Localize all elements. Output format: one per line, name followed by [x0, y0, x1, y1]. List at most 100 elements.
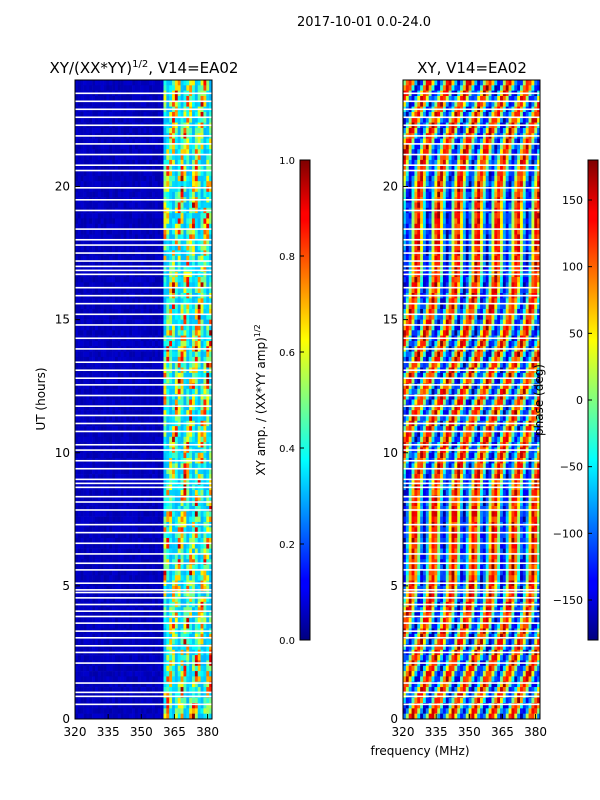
heatmap-cell	[89, 255, 93, 262]
heatmap-cell	[75, 559, 79, 565]
heatmap-cell	[146, 404, 150, 411]
heatmap-cell	[174, 426, 179, 432]
heatmap-cell	[146, 569, 150, 576]
heatmap-cell	[126, 95, 130, 102]
heatmap-cell	[75, 548, 79, 555]
heatmap-cell	[137, 516, 141, 523]
heatmap-cell	[80, 612, 84, 619]
heatmap-cell	[177, 191, 181, 198]
heatmap-cell	[97, 431, 101, 438]
heatmap-cell	[180, 234, 184, 241]
heatmap-cell	[197, 415, 201, 422]
heatmap-cell	[143, 415, 147, 422]
heatmap-cell	[92, 85, 96, 91]
heatmap-cell	[80, 287, 84, 294]
heatmap-cell	[97, 559, 101, 565]
heatmap-cell	[114, 623, 119, 629]
heatmap-cell	[117, 186, 121, 193]
heatmap-cell	[186, 511, 190, 517]
heatmap-cell	[112, 516, 116, 523]
heatmap-cell	[152, 356, 156, 363]
heatmap-cell	[172, 117, 176, 123]
heatmap-cell	[117, 463, 121, 470]
heatmap-cell	[89, 319, 93, 326]
heatmap-cell	[189, 490, 193, 496]
heatmap-cell	[152, 575, 156, 581]
heatmap-cell	[75, 154, 79, 161]
heatmap-cell	[83, 191, 87, 198]
heatmap-cell	[172, 175, 176, 182]
heatmap-cell	[126, 463, 130, 470]
heatmap-cell	[86, 607, 90, 613]
heatmap-cell	[183, 223, 187, 230]
heatmap-cell	[163, 287, 167, 294]
heatmap-cell	[189, 340, 193, 347]
heatmap-cell	[103, 388, 107, 395]
heatmap-cell	[149, 303, 153, 310]
heatmap-cell	[163, 394, 167, 400]
heatmap-cell	[163, 506, 167, 512]
heatmap-cell	[126, 543, 130, 549]
heatmap-cell	[123, 191, 127, 198]
heatmap-cell	[77, 138, 81, 145]
heatmap-cell	[123, 261, 127, 267]
heatmap-cell	[114, 340, 119, 347]
heatmap-cell	[172, 245, 176, 251]
heatmap-cell	[132, 213, 136, 219]
heatmap-cell	[120, 596, 124, 603]
heatmap-cell	[197, 255, 201, 262]
heatmap-cell	[80, 490, 84, 496]
heatmap-cell	[166, 117, 170, 123]
heatmap-cell	[89, 138, 93, 145]
heatmap-cell	[132, 575, 136, 581]
heatmap-cell	[197, 282, 201, 288]
heatmap-cell	[97, 340, 101, 347]
heatmap-cell	[180, 559, 184, 565]
heatmap-cell	[89, 575, 93, 581]
heatmap-cell	[132, 559, 136, 565]
heatmap-cell	[97, 175, 101, 182]
heatmap-cell	[172, 426, 176, 432]
heatmap-cell	[209, 569, 213, 576]
heatmap-cell	[160, 255, 164, 262]
heatmap-cell	[77, 527, 81, 533]
heatmap-cell	[186, 218, 190, 225]
heatmap-cell	[194, 314, 199, 320]
heatmap-cell	[132, 543, 136, 549]
heatmap-cell	[97, 607, 101, 613]
heatmap-cell	[194, 330, 199, 336]
heatmap-cell	[83, 591, 87, 597]
heatmap-cell	[169, 170, 173, 177]
heatmap-cell	[112, 378, 116, 384]
heatmap-cell	[137, 149, 141, 155]
heatmap-cell	[137, 314, 141, 320]
heatmap-cell	[129, 266, 133, 273]
heatmap-cell	[92, 474, 96, 480]
heatmap-cell	[143, 506, 147, 512]
heatmap-cell	[183, 117, 187, 123]
heatmap-cell	[92, 143, 96, 150]
heatmap-cell	[189, 308, 193, 315]
heatmap-cell	[112, 537, 116, 544]
heatmap-cell	[200, 218, 204, 225]
heatmap-cell	[106, 431, 110, 438]
heatmap-cell	[94, 506, 99, 512]
heatmap-cell	[106, 591, 110, 597]
heatmap-cell	[172, 378, 176, 384]
heatmap-cell	[172, 596, 176, 603]
heatmap-cell	[103, 314, 107, 320]
heatmap-cell	[129, 138, 133, 145]
heatmap-cell	[192, 537, 196, 544]
heatmap-cell	[180, 229, 184, 235]
heatmap-cell	[75, 80, 79, 86]
heatmap-cell	[163, 165, 167, 171]
heatmap-cell	[89, 223, 93, 230]
heatmap-cell	[103, 287, 107, 294]
heatmap-cell	[154, 159, 159, 166]
heatmap-cell	[209, 340, 213, 347]
heatmap-cell	[174, 479, 179, 486]
heatmap-cell	[192, 80, 196, 86]
heatmap-cell	[106, 165, 110, 171]
heatmap-cell	[200, 436, 204, 443]
heatmap-cell	[83, 356, 87, 363]
